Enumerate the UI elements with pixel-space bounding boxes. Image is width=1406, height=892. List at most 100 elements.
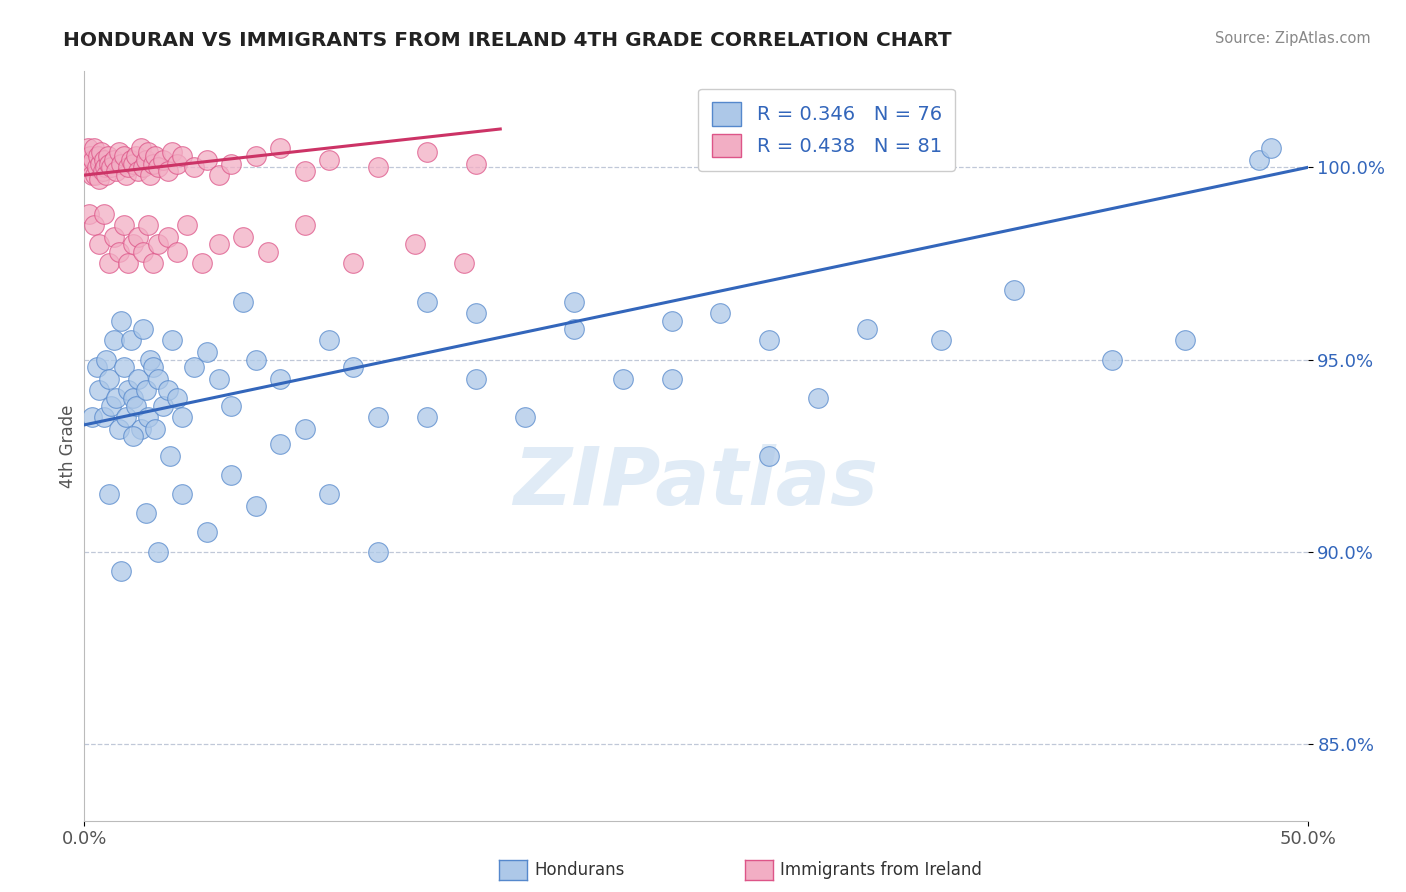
Point [122, 237, 145, 252]
Point [195, 344, 218, 359]
Point [661, 372, 683, 386]
Point [122, 391, 145, 405]
Point [90, 145, 112, 159]
Point [166, 156, 188, 170]
Point [709, 306, 731, 320]
Text: Source: ZipAtlas.com: Source: ZipAtlas.com [1215, 31, 1371, 46]
Point [318, 487, 340, 501]
Point [245, 499, 267, 513]
Point [107, 244, 129, 259]
Point [416, 145, 439, 159]
Point [105, 391, 128, 405]
Point [80, 410, 103, 425]
Point [294, 218, 316, 232]
Point [100, 161, 122, 175]
Point [758, 449, 780, 463]
Point [120, 153, 142, 167]
Point [80, 168, 103, 182]
Point [856, 322, 879, 336]
Point [146, 544, 169, 558]
Y-axis label: 4th Grade: 4th Grade [59, 404, 77, 488]
Point [269, 372, 291, 386]
Point [172, 410, 194, 425]
Point [162, 145, 184, 159]
Point [82, 153, 104, 167]
Point [97, 149, 120, 163]
Point [112, 218, 135, 232]
Point [132, 322, 155, 336]
Point [143, 422, 166, 436]
Point [136, 410, 159, 425]
Point [758, 334, 780, 348]
Point [96, 352, 118, 367]
Point [195, 153, 218, 167]
Point [115, 168, 138, 182]
Point [122, 429, 145, 443]
Point [162, 334, 184, 348]
Point [166, 391, 188, 405]
Point [219, 399, 242, 413]
Point [83, 141, 105, 155]
Point [103, 229, 125, 244]
Point [232, 294, 254, 309]
Point [294, 164, 316, 178]
Text: Immigrants from Ireland: Immigrants from Ireland [780, 861, 983, 879]
Point [125, 399, 148, 413]
Point [142, 256, 165, 270]
Point [152, 153, 174, 167]
Point [166, 244, 188, 259]
Point [139, 168, 162, 182]
Point [132, 244, 155, 259]
Point [83, 218, 105, 232]
Point [156, 164, 179, 178]
Point [107, 422, 129, 436]
Point [103, 334, 125, 348]
Point [294, 422, 316, 436]
Point [269, 141, 291, 155]
Point [416, 410, 439, 425]
Point [122, 156, 145, 170]
Point [156, 384, 179, 398]
Point [77, 161, 100, 175]
Point [156, 229, 179, 244]
Point [172, 487, 194, 501]
Point [129, 422, 152, 436]
Point [86, 161, 108, 175]
Point [219, 156, 242, 170]
Point [146, 237, 169, 252]
Point [117, 384, 139, 398]
Point [96, 168, 118, 182]
Point [77, 141, 100, 155]
Point [208, 237, 231, 252]
Point [1247, 153, 1270, 167]
Text: ZIPatlas: ZIPatlas [513, 444, 879, 523]
Point [100, 399, 122, 413]
Point [183, 161, 205, 175]
Point [342, 360, 364, 375]
Point [245, 149, 267, 163]
Point [219, 467, 242, 482]
Point [807, 391, 830, 405]
Point [661, 314, 683, 328]
Point [464, 372, 486, 386]
Point [93, 153, 115, 167]
Point [139, 352, 162, 367]
Point [367, 544, 389, 558]
Point [91, 164, 114, 178]
Point [135, 384, 157, 398]
Point [87, 172, 110, 186]
Point [1101, 352, 1123, 367]
Point [87, 237, 110, 252]
Point [112, 360, 135, 375]
Point [159, 449, 181, 463]
Point [404, 237, 426, 252]
Point [127, 229, 149, 244]
Point [143, 149, 166, 163]
Point [562, 294, 585, 309]
Point [115, 410, 138, 425]
Point [152, 399, 174, 413]
Point [117, 161, 139, 175]
Point [1260, 141, 1282, 155]
Text: Hondurans: Hondurans [534, 861, 624, 879]
Point [120, 334, 142, 348]
